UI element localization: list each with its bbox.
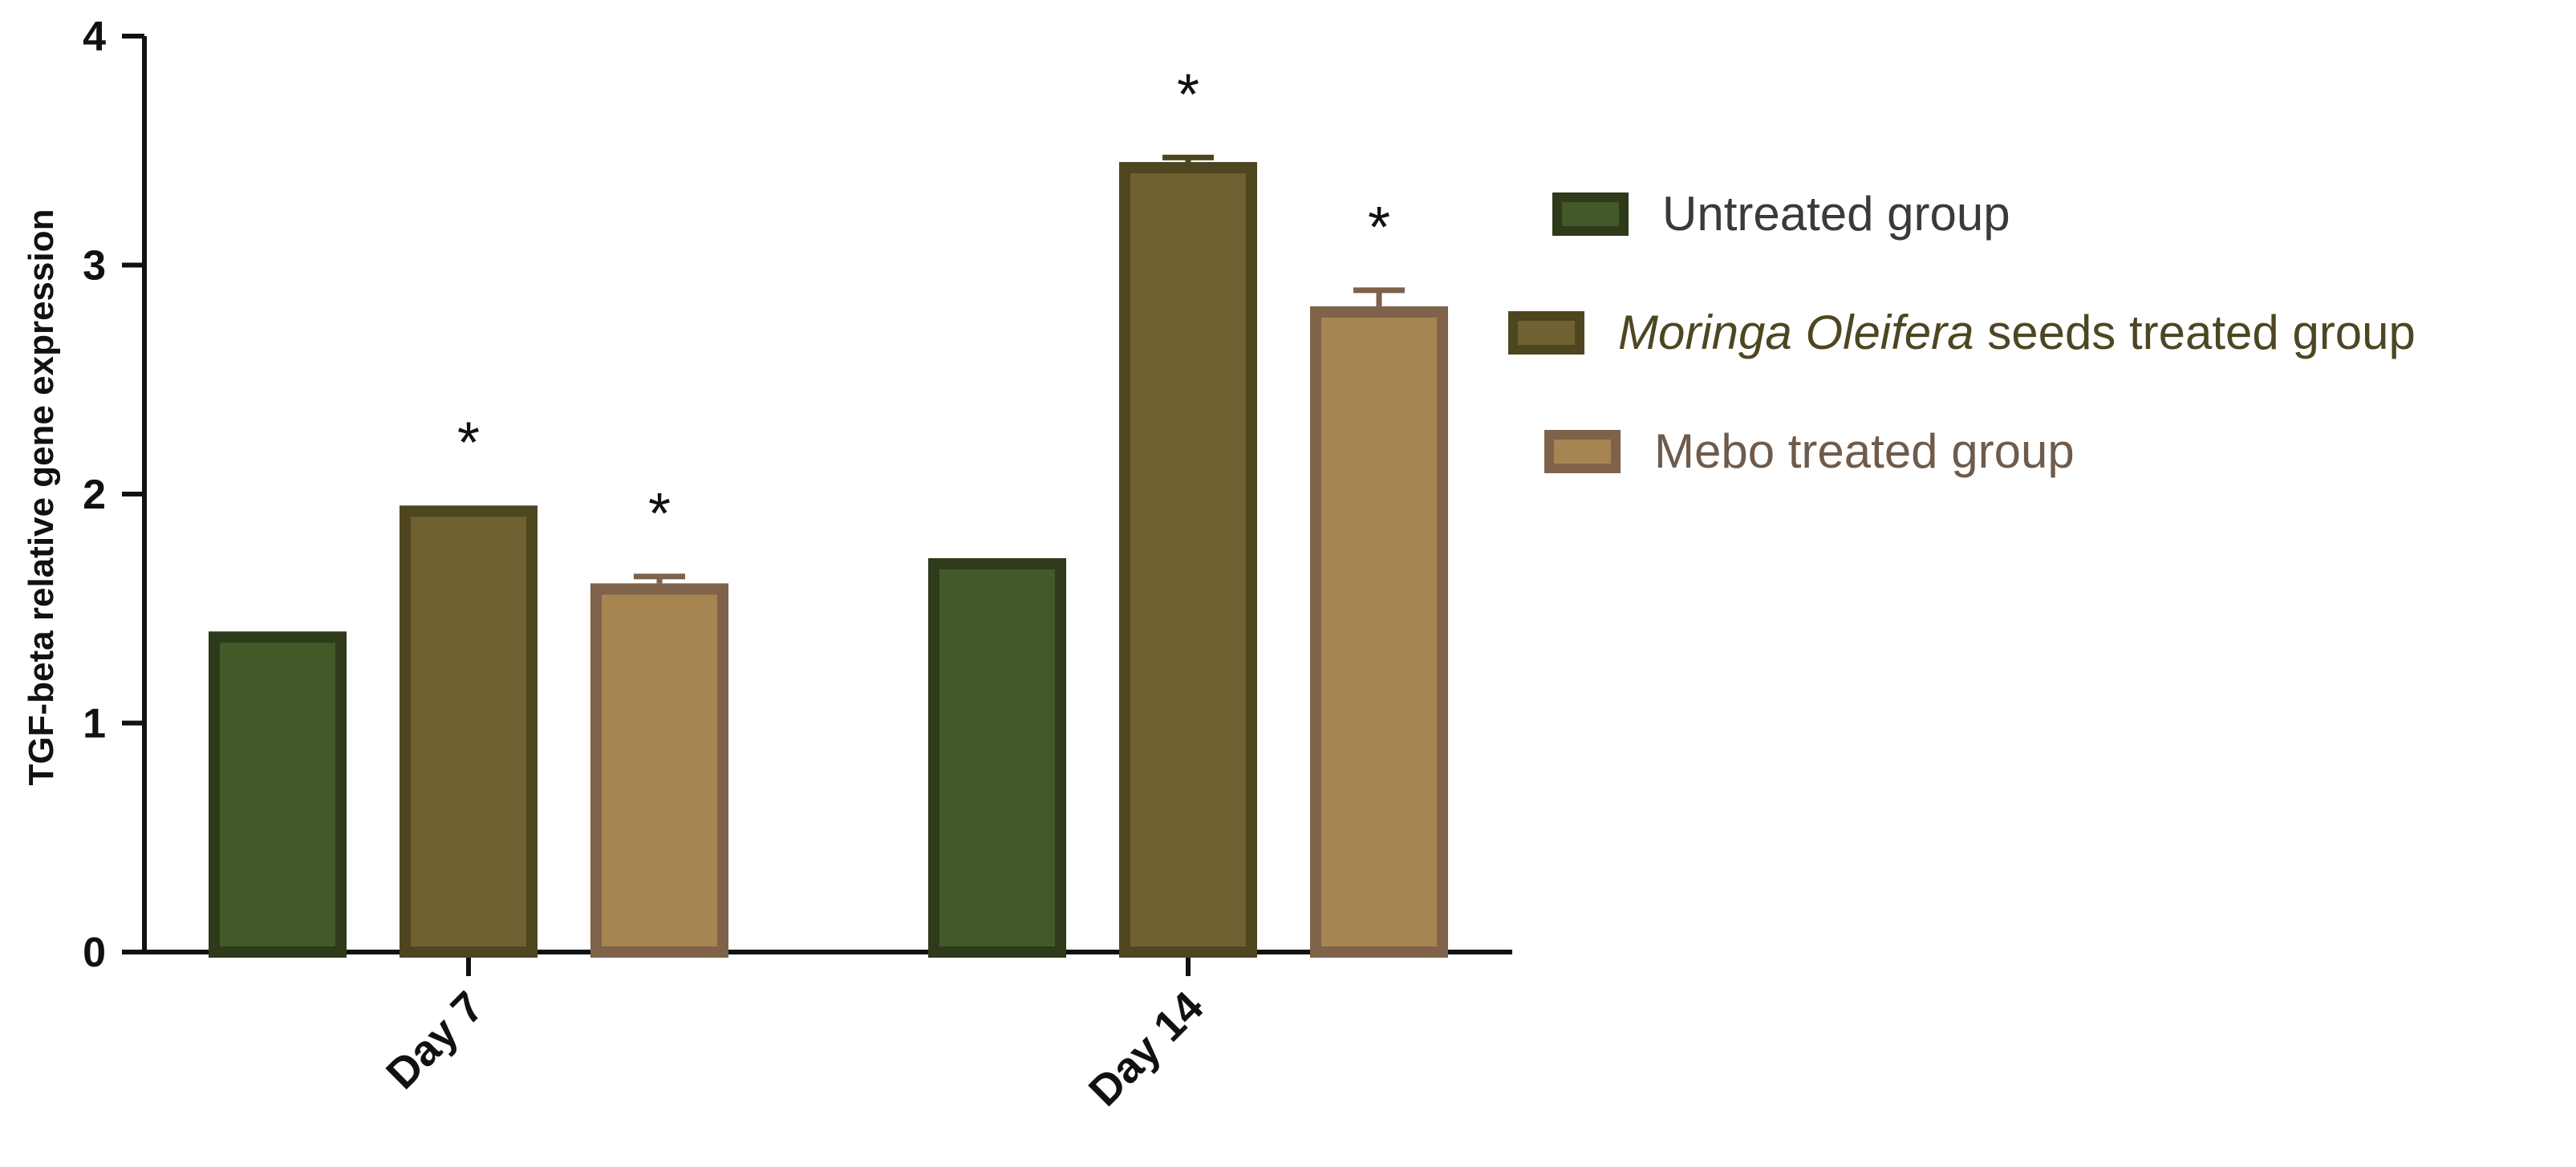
bar — [1119, 162, 1257, 958]
legend-swatch — [1552, 192, 1629, 236]
significance-marker: * — [457, 411, 480, 475]
legend-label: Mebo treated group — [1654, 424, 2075, 478]
significance-marker: * — [1368, 196, 1390, 260]
y-axis-title: TGF-beta relative gene expression — [22, 209, 61, 786]
significance-marker: * — [648, 482, 671, 546]
significance-marker: * — [1177, 63, 1199, 127]
legend-swatch — [1508, 311, 1584, 355]
legend-item: Mebo treated group — [1544, 424, 2075, 478]
y-tick-label: 0 — [83, 930, 106, 976]
bar — [400, 505, 538, 958]
legend-label: Untreated group — [1662, 187, 2010, 241]
legend-swatch — [1544, 430, 1621, 473]
bar — [1310, 306, 1448, 958]
x-axis: Day 7 Day 14 — [142, 950, 1512, 1116]
legend-item: Untreated group — [1552, 187, 2010, 241]
y-tick-label: 2 — [83, 472, 106, 518]
x-tick-label: Day 14 — [1080, 983, 1213, 1116]
x-tick-label: Day 7 — [377, 983, 493, 1098]
y-tick-label: 3 — [83, 243, 106, 290]
legend-item: Moringa Oleifera seeds treated group — [1508, 306, 2416, 359]
bar — [209, 631, 347, 958]
legend-label: Moringa Oleifera seeds treated group — [1618, 306, 2416, 359]
y-axis: 0 1 2 3 4 — [83, 14, 147, 976]
legend: Untreated group Moringa Oleifera seeds tr… — [1508, 187, 2416, 478]
y-tick-label: 1 — [83, 701, 106, 748]
bar — [590, 583, 728, 958]
bars: * * * * — [209, 63, 1448, 958]
bar — [928, 557, 1066, 958]
y-tick-label: 4 — [83, 14, 106, 60]
